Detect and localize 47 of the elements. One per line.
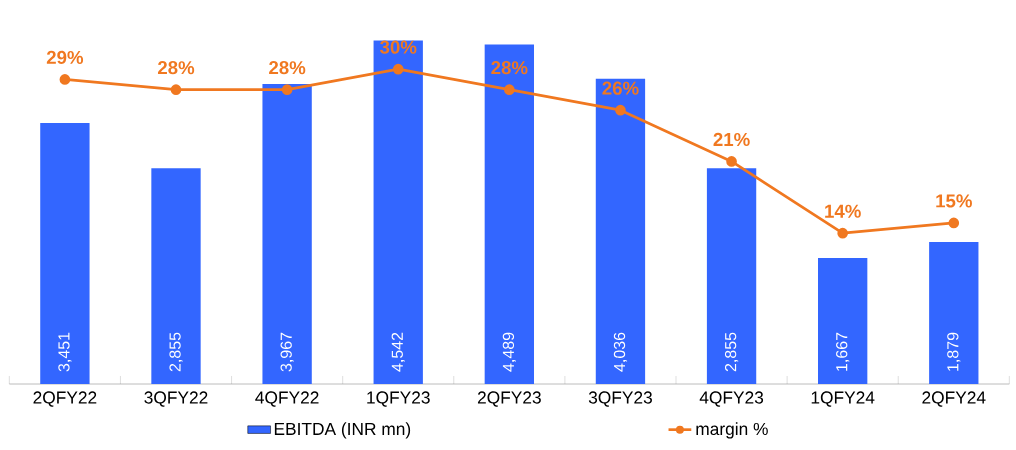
bar [262,84,312,384]
point [504,84,515,96]
data-label: 29% [46,50,84,65]
bar [929,241,979,384]
data-label: 4,542 [391,332,405,372]
data-label: 21% [713,132,750,147]
point [170,84,182,96]
data-label: 3,967 [280,332,294,372]
data-label: 4,036 [613,332,628,372]
point [726,156,737,167]
data-label: 28% [157,61,195,75]
point [948,217,960,229]
x-tick-label: 2QFY23 [477,391,541,407]
x-tick-label: 1QFY23 [367,391,430,407]
point [837,227,849,239]
legend-label: EBITDA (INR mn) [274,422,411,439]
data-label: 2,855 [724,332,739,372]
data-label: 1,879 [947,332,961,371]
x-tick-label: 3QFY23 [588,391,652,407]
point [615,104,626,116]
data-label: 14% [825,204,861,218]
data-label: 28% [269,61,306,75]
point [281,84,293,96]
bar [40,123,90,384]
legend-label: margin % [696,422,768,439]
data-label: 2,855 [169,332,183,372]
bar [818,257,868,384]
point [59,74,71,85]
data-label: 4,489 [502,332,516,372]
bar [706,168,757,384]
x-tick-label: 3QFY22 [144,391,208,407]
bar [151,168,201,384]
data-label: 3,451 [58,332,72,372]
point [392,63,404,75]
bar [595,78,646,384]
x-tick-label: 4QFY22 [255,391,319,407]
data-label: 28% [491,61,528,75]
x-tick-label: 2QFY22 [33,391,97,407]
data-label: 15% [936,194,972,208]
data-label: 1,667 [836,332,850,371]
bar [373,40,423,384]
x-tick-label: 2QFY24 [922,391,986,407]
data-label: 26% [602,81,639,95]
x-tick-label: 4QFY23 [699,391,764,407]
x-tick-label: 1QFY24 [811,391,875,407]
bar [484,44,535,384]
data-label: 30% [379,40,417,54]
